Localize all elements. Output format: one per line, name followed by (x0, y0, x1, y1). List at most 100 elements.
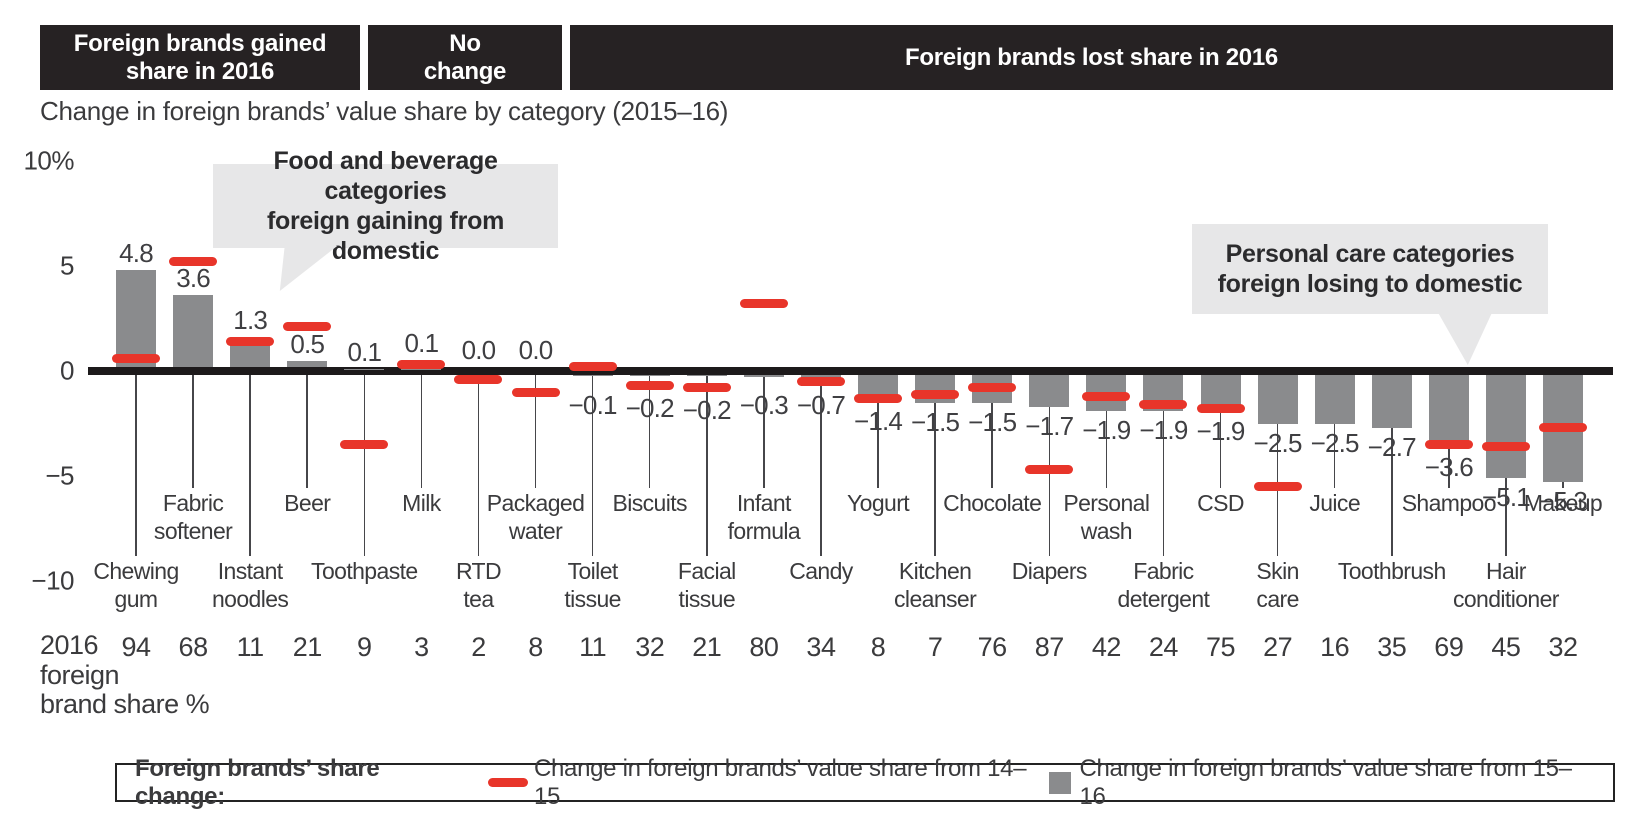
category-label-csd: CSD (1197, 490, 1244, 516)
legend-title: Foreign brands’ share change: (135, 754, 380, 810)
category-label-fabric-softener: Fabric softener (153, 490, 233, 544)
share-value-diapers: 87 (1034, 632, 1065, 662)
header-band-no-change: No change (368, 25, 562, 90)
tick-line (420, 375, 423, 488)
legend-item-15-16: Change in foreign brands’ value share fr… (1049, 755, 1595, 811)
category-label-candy: Candy (789, 558, 853, 584)
bar-milk (401, 368, 442, 370)
bar-hair-conditioner (1485, 375, 1526, 479)
share-value-hair-conditioner: 45 (1491, 632, 1521, 662)
value-label-instant-noodles: 1.3 (233, 305, 268, 336)
share-value-shampoo: 69 (1434, 632, 1464, 662)
tick-line (1391, 375, 1393, 556)
value-label-candy: −0.7 (796, 390, 846, 420)
dash-14-15-chewing-gum (112, 353, 160, 363)
category-label-toothpaste: Toothpaste (311, 558, 418, 584)
dash-14-15-milk (397, 360, 446, 370)
dash-14-15-toothpaste (340, 440, 389, 449)
share-value-skin-care: 27 (1263, 632, 1293, 662)
value-label-chewing-gum: 4.8 (119, 238, 154, 269)
value-label-packaged-water: 0.0 (518, 335, 554, 365)
share-value-toilet-tissue: 11 (579, 632, 607, 662)
value-label-fabric-detergent: −1.9 (1139, 414, 1188, 445)
tick-line (249, 375, 251, 556)
y-axis-tick-label: 0 (60, 355, 74, 386)
dash-14-15-skin-care (1253, 482, 1302, 491)
dash-14-15-kitchen-cleanser (911, 389, 960, 399)
tick-line (820, 375, 822, 556)
category-label-juice: Juice (1309, 490, 1361, 516)
share-value-packaged-water: 8 (528, 632, 543, 662)
bar-toilet-tissue (572, 375, 613, 376)
tick-line (1105, 375, 1108, 488)
share-value-makeup: 32 (1548, 632, 1578, 662)
tick-line (306, 375, 308, 488)
tick-line (1219, 375, 1222, 488)
category-label-hair-conditioner: Hair conditioner (1452, 558, 1560, 612)
value-label-facial-tissue: −0.2 (682, 395, 732, 426)
dash-14-15-csd (1196, 404, 1245, 414)
dash-14-15-beer (283, 322, 332, 332)
category-label-yogurt: Yogurt (847, 490, 910, 516)
category-label-infant-formula: Infant formula (727, 490, 801, 544)
category-label-shampoo: Shampoo (1401, 490, 1497, 516)
tick-line (648, 375, 651, 488)
tick-line (763, 375, 765, 488)
category-label-facial-tissue: Facial tissue (677, 558, 736, 612)
category-label-fabric-detergent: Fabric detergent (1117, 558, 1210, 612)
dash-14-15-instant-noodles (226, 337, 275, 347)
share-value-chewing-gum: 94 (121, 632, 151, 662)
value-label-biscuits: −0.2 (625, 393, 675, 424)
category-label-beer: Beer (284, 490, 331, 516)
bar-shampoo (1428, 375, 1469, 447)
tick-line (1162, 375, 1165, 556)
value-label-hair-conditioner: −5.1 (1481, 482, 1531, 513)
category-label-chocolate: Chocolate (943, 490, 1042, 516)
share-value-beer: 21 (292, 632, 323, 662)
callout-food-beverage: Food and beverage categories foreign gai… (213, 147, 558, 265)
dash-14-15-diapers (1025, 465, 1074, 475)
tick-line (192, 375, 194, 488)
tick-line (934, 375, 936, 556)
dash-14-15-candy (796, 377, 845, 386)
share-row-label: 2016 foreign brand share % (40, 630, 210, 719)
chart-title: Change in foreign brands’ value share by… (40, 96, 729, 126)
value-label-juice: −2.5 (1310, 427, 1360, 458)
tick-line (135, 375, 137, 556)
value-label-personal-wash: −1.9 (1082, 414, 1131, 445)
legend-item-label: Change in foreign brands’ value share fr… (533, 754, 1027, 810)
share-value-toothpaste: 9 (357, 632, 372, 662)
category-label-personal-wash: Personal wash (1063, 490, 1150, 544)
share-value-kitchen-cleanser: 7 (927, 632, 943, 662)
dash-14-15-shampoo (1424, 440, 1473, 449)
bar-chewing-gum (116, 270, 156, 367)
dash-14-15-yogurt (854, 393, 903, 403)
bar-juice (1314, 375, 1355, 424)
share-value-candy: 34 (806, 632, 836, 662)
dash-14-15-chocolate (968, 383, 1017, 393)
value-label-toothbrush: −2.7 (1367, 431, 1417, 462)
category-label-milk: Milk (402, 490, 441, 516)
share-value-juice: 16 (1320, 632, 1350, 662)
bar-diapers (1029, 375, 1070, 407)
tick-line (991, 375, 993, 488)
legend: Foreign brands’ share change: Change in … (115, 755, 1615, 810)
tick-line (477, 375, 480, 556)
bar-skin-care (1257, 375, 1298, 424)
value-label-diapers: −1.7 (1025, 410, 1074, 441)
category-label-packaged-water: Packaged water (486, 490, 585, 544)
red-dash-icon (487, 778, 528, 787)
bar-toothbrush (1371, 375, 1412, 428)
legend-item-label: Change in foreign brands’ value share fr… (1079, 754, 1572, 810)
value-label-yogurt: −1.4 (853, 405, 903, 436)
tick-line (706, 375, 708, 556)
share-value-biscuits: 32 (635, 632, 665, 662)
bar-instant-noodles (230, 343, 271, 367)
share-value-personal-wash: 42 (1091, 632, 1122, 662)
tick-line (1333, 375, 1336, 488)
value-label-beer: 0.5 (290, 328, 325, 359)
share-value-instant-noodles: 11 (236, 632, 265, 662)
value-label-fabric-softener: 3.6 (176, 263, 211, 294)
value-label-skin-care: −2.5 (1253, 427, 1303, 458)
bar-beer (287, 360, 328, 367)
